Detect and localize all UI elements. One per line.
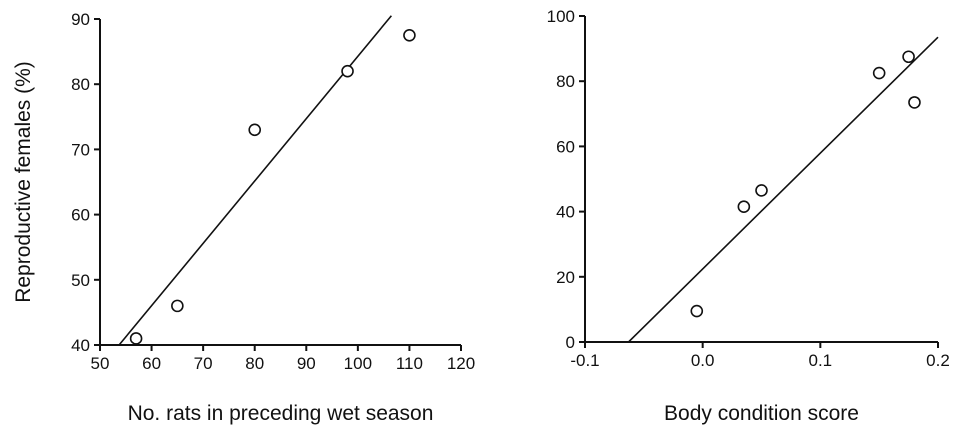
x-tick-label: -0.1 <box>570 351 599 370</box>
y-tick-label: 80 <box>556 72 575 91</box>
x-tick-label: 0.0 <box>691 351 715 370</box>
data-point <box>690 304 704 318</box>
y-tick-label: 100 <box>547 7 575 26</box>
y-tick-label: 60 <box>556 137 575 156</box>
data-point <box>403 28 416 42</box>
x-tick-label: 70 <box>194 354 213 373</box>
y-tick-label: 60 <box>71 206 90 225</box>
y-tick-label: 20 <box>556 268 575 287</box>
x-tick-label: 0.1 <box>809 351 833 370</box>
y-tick-label: 80 <box>71 75 90 94</box>
y-tick-label: 90 <box>71 10 90 29</box>
data-point <box>171 299 184 313</box>
x-axis-title: Body condition score <box>664 402 859 425</box>
x-tick-label: 110 <box>396 354 423 373</box>
x-tick-label: 100 <box>344 354 372 373</box>
x-tick-label: 60 <box>142 354 161 373</box>
data-point <box>872 66 886 80</box>
y-tick-label: 40 <box>71 336 90 355</box>
data-point <box>737 200 751 214</box>
y-axis-title: Reproductive females (%) <box>12 61 35 303</box>
y-tick-label: 50 <box>71 271 90 290</box>
y-tick-label: 40 <box>556 203 575 222</box>
data-point <box>902 50 915 64</box>
data-point <box>341 64 354 78</box>
y-tick-label: 0 <box>566 333 575 352</box>
data-point <box>248 123 262 137</box>
data-point <box>129 332 143 345</box>
x-tick-label: 50 <box>91 354 110 373</box>
x-tick-label: 120 <box>447 354 475 373</box>
x-tick-label: 90 <box>297 354 316 373</box>
data-point <box>755 184 768 197</box>
right-scatter-panel: 0 20 40 60 80 100 -0.1 0.0 0.1 0.2 Body condition … <box>547 7 950 425</box>
y-tick-label: 70 <box>71 140 90 159</box>
regression-line <box>118 15 392 346</box>
x-tick-label: 80 <box>245 354 264 373</box>
data-point <box>908 96 921 109</box>
regression-line <box>627 36 939 343</box>
x-axis-title: No. rats in preceding wet season <box>128 402 434 425</box>
x-tick-label: 0.2 <box>926 351 950 370</box>
